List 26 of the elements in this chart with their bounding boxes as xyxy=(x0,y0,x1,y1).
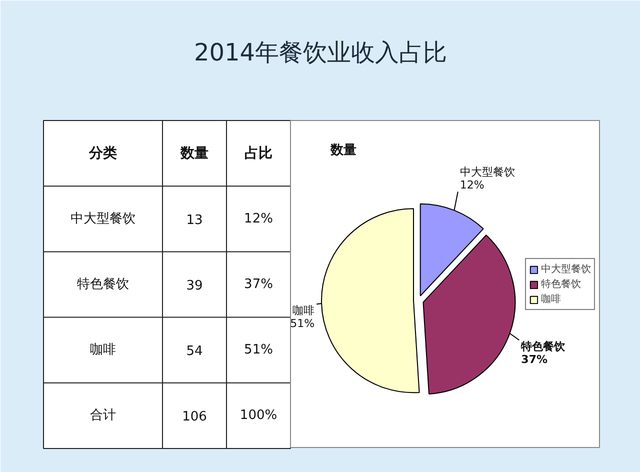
legend-label: 咖啡 xyxy=(541,292,561,306)
text: 分类 xyxy=(88,145,117,162)
text: 37% xyxy=(244,277,273,292)
text: 占比 xyxy=(244,145,272,162)
series-label: 数量 xyxy=(180,145,208,162)
data-label: 39 xyxy=(186,278,203,294)
text: 51% xyxy=(244,342,273,358)
slice-label: 中大型餐饮 xyxy=(460,166,515,179)
slice-label: 咖啡 xyxy=(292,304,315,318)
text: 2014年餐饮业收入占比 xyxy=(194,38,448,66)
slice-label: 特色餐饮 xyxy=(520,340,566,354)
data-label: 51% xyxy=(290,317,315,330)
data-label: 54 xyxy=(186,344,203,360)
data-label: 37% xyxy=(521,353,548,366)
category-label: 特色餐饮 xyxy=(77,277,129,292)
legend-label: 特色餐饮 xyxy=(541,278,581,291)
data-label: 12% xyxy=(460,178,484,192)
category-label: 合计 xyxy=(90,408,116,424)
text: 12% xyxy=(244,211,273,226)
data-label: 106 xyxy=(182,410,207,425)
text: 100% xyxy=(240,408,278,424)
category-label: 咖啡 xyxy=(90,342,116,358)
chart-title: 数量 xyxy=(330,143,356,158)
legend-label: 中大型餐饮 xyxy=(541,262,591,276)
data-label: 13 xyxy=(186,212,203,228)
category-label: 中大型餐饮 xyxy=(70,211,136,226)
